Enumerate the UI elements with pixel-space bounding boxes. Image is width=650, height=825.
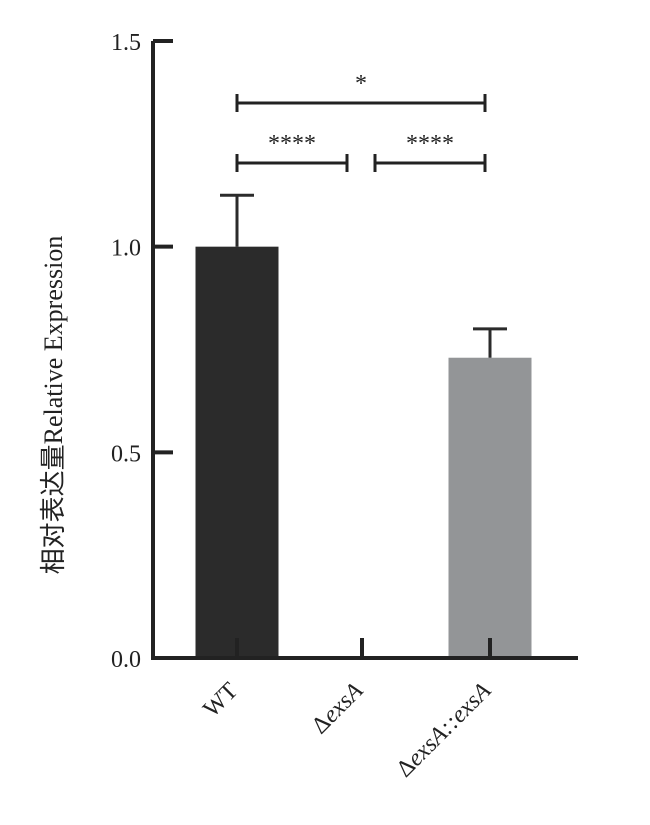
category-main-2: exsA::exsA <box>402 678 496 772</box>
bar-2 <box>448 357 532 658</box>
category-label-0: WT <box>198 678 243 723</box>
y-tick-label-2: 1.0 <box>111 236 141 262</box>
y-tick-label-3: 1.5 <box>111 30 141 56</box>
bar-0 <box>195 246 279 658</box>
category-label-2: ΔexsA::exsA <box>392 678 497 783</box>
y-tick-label-0: 0.0 <box>111 647 141 673</box>
sig-label-0: * <box>355 71 367 97</box>
category-main-0: WT <box>198 678 243 723</box>
y-axis-label: 相对表达量Relative Expression <box>39 236 68 575</box>
category-label-1: ΔexsA <box>307 678 369 740</box>
sig-label-1: **** <box>268 131 316 157</box>
sig-label-2: **** <box>406 131 454 157</box>
y-tick-label-1: 0.5 <box>111 441 141 467</box>
